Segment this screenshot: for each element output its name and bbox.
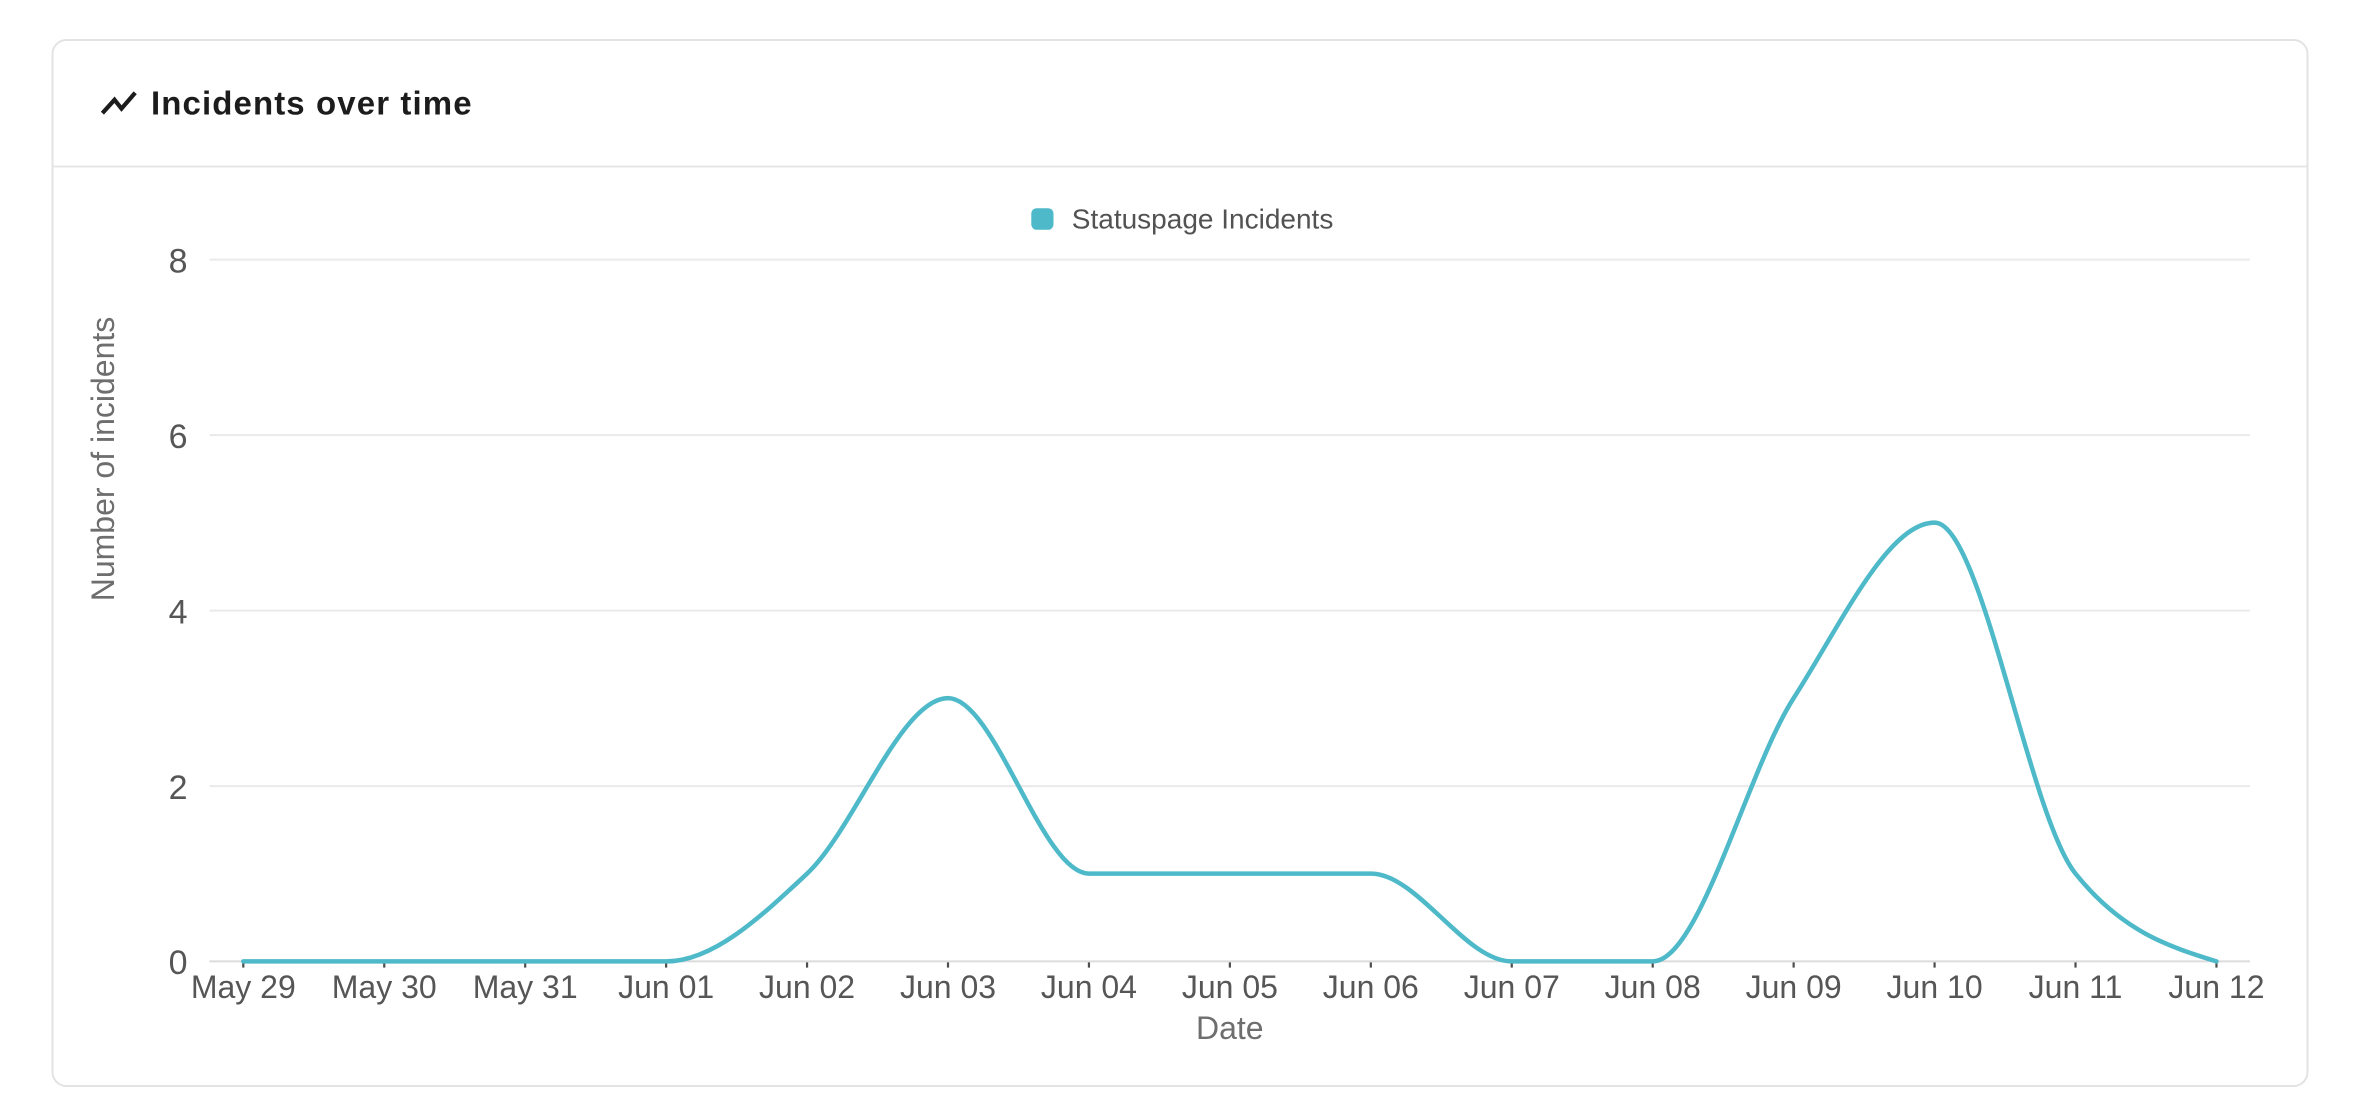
svg-text:6: 6 (169, 418, 188, 456)
svg-text:Jun 07: Jun 07 (1464, 969, 1560, 1005)
svg-text:Jun 06: Jun 06 (1323, 969, 1419, 1005)
svg-text:Jun 11: Jun 11 (2029, 969, 2123, 1005)
svg-text:Number of incidents: Number of incidents (85, 317, 121, 602)
svg-text:Incidents over time: Incidents over time (151, 85, 473, 122)
svg-text:Jun 09: Jun 09 (1746, 969, 1842, 1005)
svg-text:Date: Date (1196, 1010, 1264, 1046)
svg-text:Jun 12: Jun 12 (2168, 969, 2264, 1005)
svg-text:May 30: May 30 (332, 969, 437, 1005)
svg-text:8: 8 (169, 242, 188, 280)
svg-text:Jun 01: Jun 01 (618, 969, 714, 1005)
svg-text:Jun 05: Jun 05 (1182, 969, 1278, 1005)
svg-text:Jun 10: Jun 10 (1887, 969, 1983, 1005)
svg-text:May 31: May 31 (473, 969, 578, 1005)
svg-text:0: 0 (169, 944, 188, 982)
svg-text:Jun 02: Jun 02 (759, 969, 855, 1005)
svg-text:Statuspage Incidents: Statuspage Incidents (1072, 203, 1334, 234)
svg-text:Jun 04: Jun 04 (1041, 969, 1137, 1005)
svg-text:2: 2 (169, 769, 188, 807)
svg-text:Jun 03: Jun 03 (900, 969, 996, 1005)
svg-text:4: 4 (169, 593, 188, 631)
svg-text:May 29: May 29 (191, 969, 296, 1005)
svg-text:Jun 08: Jun 08 (1605, 969, 1701, 1005)
